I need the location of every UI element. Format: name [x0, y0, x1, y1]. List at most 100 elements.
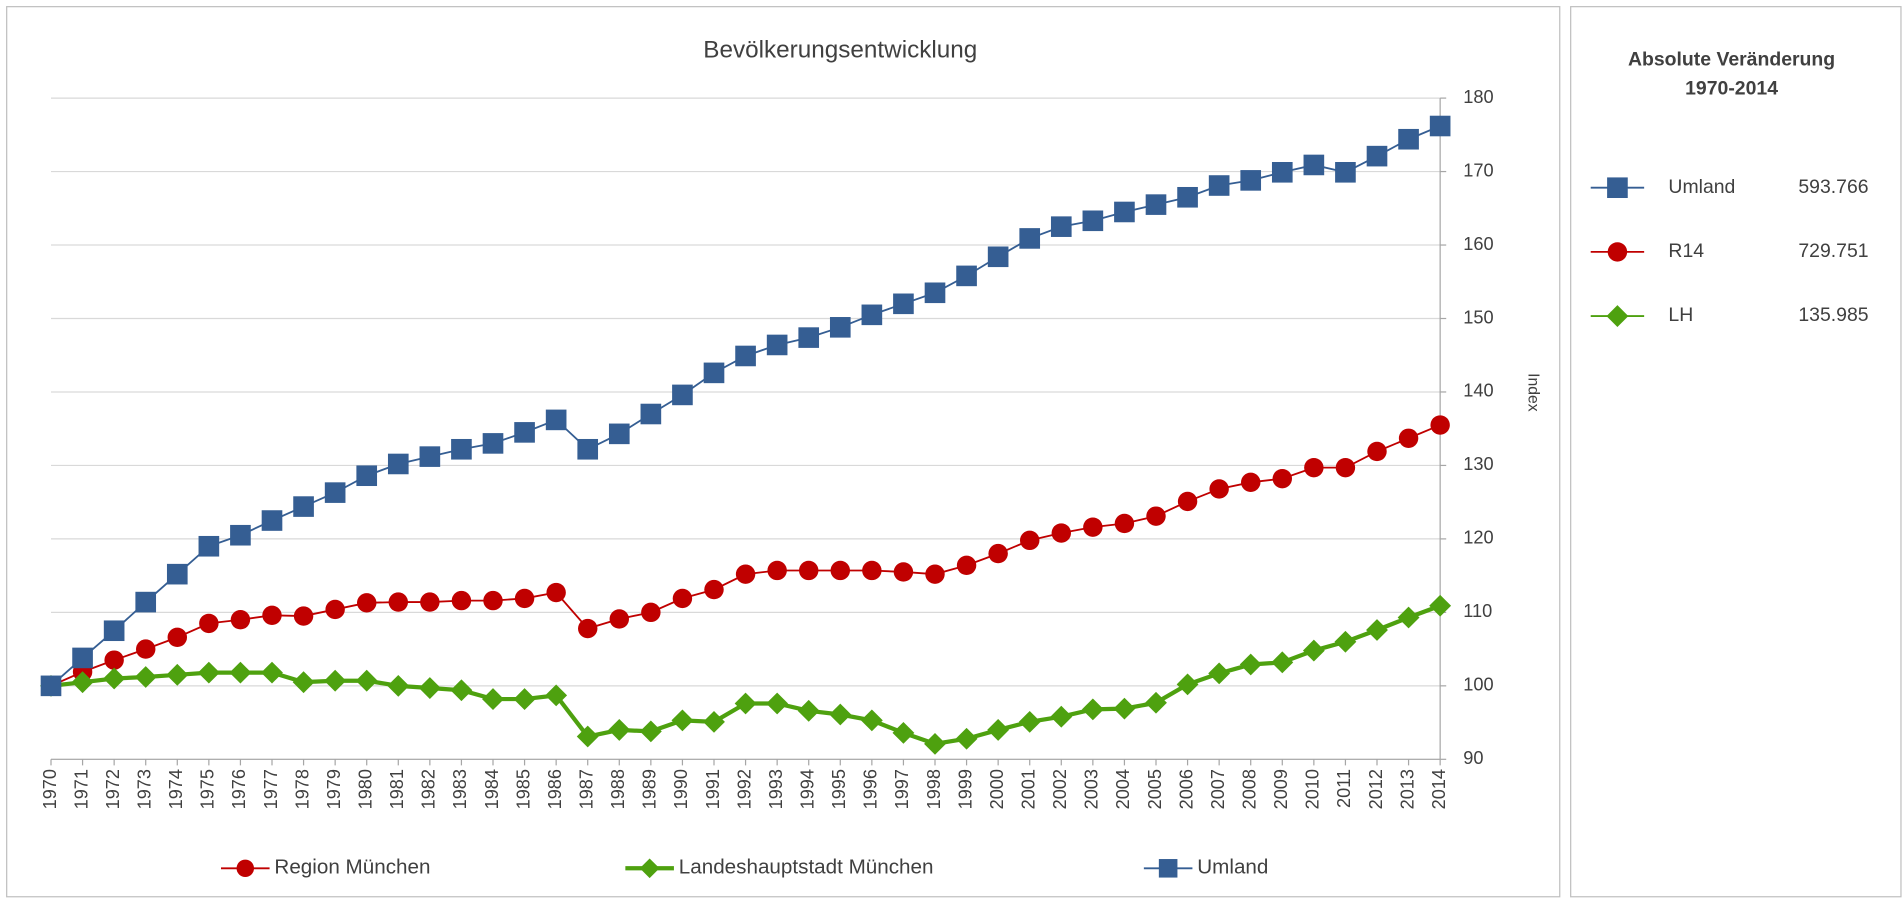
data-point — [261, 661, 283, 684]
data-point — [357, 593, 377, 613]
data-point — [703, 362, 725, 384]
x-tick-label: 2011 — [1334, 769, 1354, 808]
data-point — [1334, 630, 1357, 653]
x-tick-label: 1991 — [703, 769, 723, 809]
data-point — [1429, 115, 1451, 137]
data-point — [1367, 441, 1387, 462]
data-point — [609, 609, 629, 629]
data-point — [988, 543, 1008, 564]
data-point — [261, 510, 283, 531]
x-tick-label: 1981 — [387, 769, 407, 809]
data-point — [1272, 468, 1292, 489]
data-point — [1366, 619, 1388, 641]
data-point — [892, 721, 915, 744]
y-tick-label: 150 — [1463, 307, 1493, 327]
data-point — [71, 671, 94, 694]
data-point — [924, 732, 946, 755]
y-tick-label: 100 — [1463, 675, 1493, 695]
data-point — [546, 582, 566, 603]
data-point — [293, 496, 314, 517]
x-tick-label: 2002 — [1050, 769, 1070, 809]
data-point — [830, 560, 850, 581]
data-point — [1366, 145, 1388, 167]
x-tick-label: 1995 — [829, 769, 849, 809]
data-point — [734, 692, 757, 715]
x-tick-label: 1998 — [924, 769, 944, 809]
data-point — [482, 688, 504, 710]
data-point — [1177, 491, 1198, 512]
y-tick-label: 130 — [1463, 454, 1493, 474]
legend-marker — [639, 858, 660, 879]
data-point — [829, 703, 852, 726]
data-point — [198, 535, 220, 557]
data-point — [387, 453, 409, 475]
legend-marker — [1158, 859, 1178, 878]
x-tick-label: 1972 — [103, 769, 123, 809]
summary-marker — [1606, 305, 1629, 327]
data-point — [956, 265, 977, 287]
data-point — [1271, 162, 1293, 183]
data-point — [1271, 651, 1294, 674]
data-point — [103, 667, 126, 690]
x-tick-label: 1999 — [955, 769, 975, 809]
data-point — [924, 282, 946, 304]
data-point — [576, 725, 599, 748]
data-point — [1239, 653, 1262, 676]
data-point — [1018, 710, 1041, 733]
data-point — [419, 446, 441, 467]
y-tick-label: 160 — [1463, 234, 1493, 254]
x-tick-label: 1977 — [261, 769, 281, 809]
x-tick-label: 2005 — [1145, 769, 1165, 809]
data-point — [104, 650, 124, 670]
x-tick-label: 1974 — [166, 769, 186, 809]
data-point — [578, 618, 598, 639]
summary-value: 729.751 — [1798, 240, 1868, 262]
data-point — [608, 719, 631, 741]
data-point — [420, 592, 440, 612]
y-tick-label: 140 — [1463, 381, 1493, 401]
data-point — [703, 710, 725, 733]
data-point — [1398, 428, 1419, 448]
data-point — [1050, 216, 1072, 237]
data-point — [293, 606, 314, 626]
x-tick-label: 2009 — [1271, 769, 1291, 809]
x-tick-label: 1982 — [419, 769, 439, 809]
summary-value: 593.766 — [1798, 176, 1868, 198]
data-point — [1020, 530, 1040, 551]
x-tick-label: 2007 — [1208, 769, 1228, 809]
data-point — [1114, 201, 1135, 223]
data-point — [451, 438, 472, 460]
data-point — [672, 588, 693, 609]
x-tick-label: 1978 — [292, 769, 312, 809]
data-point — [925, 564, 945, 584]
data-point — [956, 555, 977, 576]
data-point — [1176, 673, 1199, 696]
data-point — [1209, 479, 1229, 499]
data-point — [451, 590, 472, 611]
summary-frame — [1570, 6, 1902, 898]
data-point — [1208, 175, 1230, 196]
data-point — [987, 246, 1009, 268]
x-tick-label: 2001 — [1018, 769, 1038, 809]
data-point — [229, 661, 252, 684]
data-point — [1303, 154, 1325, 176]
data-point — [1051, 523, 1071, 543]
data-point — [766, 334, 788, 356]
x-tick-label: 1976 — [229, 769, 249, 809]
y-tick-label: 110 — [1463, 601, 1492, 621]
data-point — [166, 663, 189, 686]
x-tick-label: 2003 — [1082, 769, 1102, 809]
data-point — [672, 384, 693, 406]
data-point — [704, 579, 724, 600]
data-point — [1177, 186, 1198, 208]
x-tick-label: 1993 — [766, 769, 786, 809]
data-point — [1335, 162, 1356, 183]
legend-label: Region München — [274, 856, 430, 879]
y-tick-label: 120 — [1463, 528, 1493, 548]
x-tick-label: 1986 — [545, 769, 565, 809]
data-point — [230, 610, 251, 630]
x-tick-label: 1994 — [797, 769, 817, 809]
x-tick-label: 2006 — [1176, 769, 1196, 809]
data-point — [799, 560, 819, 581]
x-tick-label: 1985 — [513, 769, 533, 809]
